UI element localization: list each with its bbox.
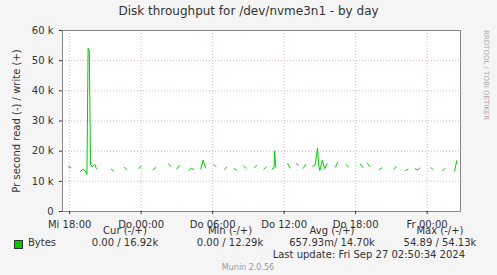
svg-text:30 k: 30 k (32, 115, 54, 126)
svg-text:50 k: 50 k (32, 55, 54, 66)
svg-text:40 k: 40 k (32, 85, 54, 96)
svg-text:Pr second read (-) / write (+): Pr second read (-) / write (+) (11, 49, 22, 192)
svg-text:0: 0 (47, 206, 53, 217)
svg-text:20 k: 20 k (32, 145, 54, 156)
svg-text:Mi 18:00: Mi 18:00 (48, 219, 91, 230)
svg-text:60 k: 60 k (32, 25, 54, 36)
svg-text:10 k: 10 k (32, 176, 54, 187)
svg-text:Do 12:00: Do 12:00 (261, 219, 307, 230)
